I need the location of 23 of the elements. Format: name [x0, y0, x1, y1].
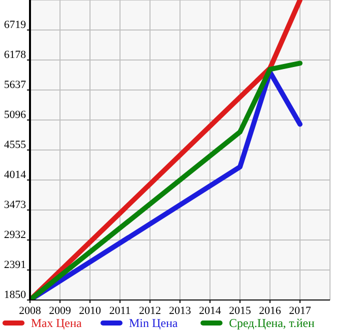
y-tick-label: 6178 [4, 48, 26, 61]
x-tick-label: 2012 [139, 305, 161, 317]
y-tick-label: 3473 [4, 198, 26, 211]
x-tick-label: 2017 [289, 305, 312, 317]
x-tick-label: 2016 [259, 305, 282, 317]
y-tick-label: 1850 [4, 288, 26, 301]
y-tick-label: 6719 [4, 18, 26, 31]
legend-label: Сред.Цена, т.йен [229, 316, 316, 330]
x-tick-label: 2009 [49, 305, 72, 317]
y-tick-label: 2391 [4, 258, 26, 271]
x-tick-label: 2010 [79, 305, 102, 317]
x-tick-label: 2014 [199, 305, 222, 317]
legend-label: Min Цена [129, 316, 178, 330]
x-tick-label: 2011 [109, 305, 131, 317]
y-tick-label: 5096 [4, 108, 26, 121]
y-tick-label: 5637 [4, 78, 26, 91]
x-tick-label: 2013 [169, 305, 192, 317]
x-tick-label: 2008 [19, 305, 42, 317]
y-tick-label: 2932 [4, 228, 26, 241]
legend-label: Max Цена [31, 316, 82, 330]
y-tick-label: 4014 [4, 168, 26, 181]
x-tick-label: 2015 [229, 305, 252, 317]
y-tick-label: 4555 [4, 138, 26, 151]
